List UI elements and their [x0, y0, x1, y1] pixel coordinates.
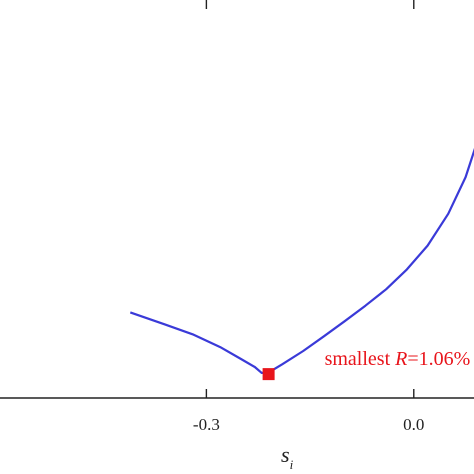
highlight-layer	[262, 368, 275, 381]
x-tick-label: 0.0	[403, 415, 424, 434]
series-layer	[129, 147, 474, 374]
min-point-marker	[262, 368, 275, 381]
min-annotation: smallest R=1.06%	[325, 348, 471, 370]
series-line	[129, 147, 474, 374]
x-axis-label: si	[281, 442, 294, 472]
x-tick-label: -0.3	[193, 415, 220, 434]
x-tick-labels: -0.3 0.0	[193, 415, 424, 434]
x-ticks	[205, 0, 415, 398]
